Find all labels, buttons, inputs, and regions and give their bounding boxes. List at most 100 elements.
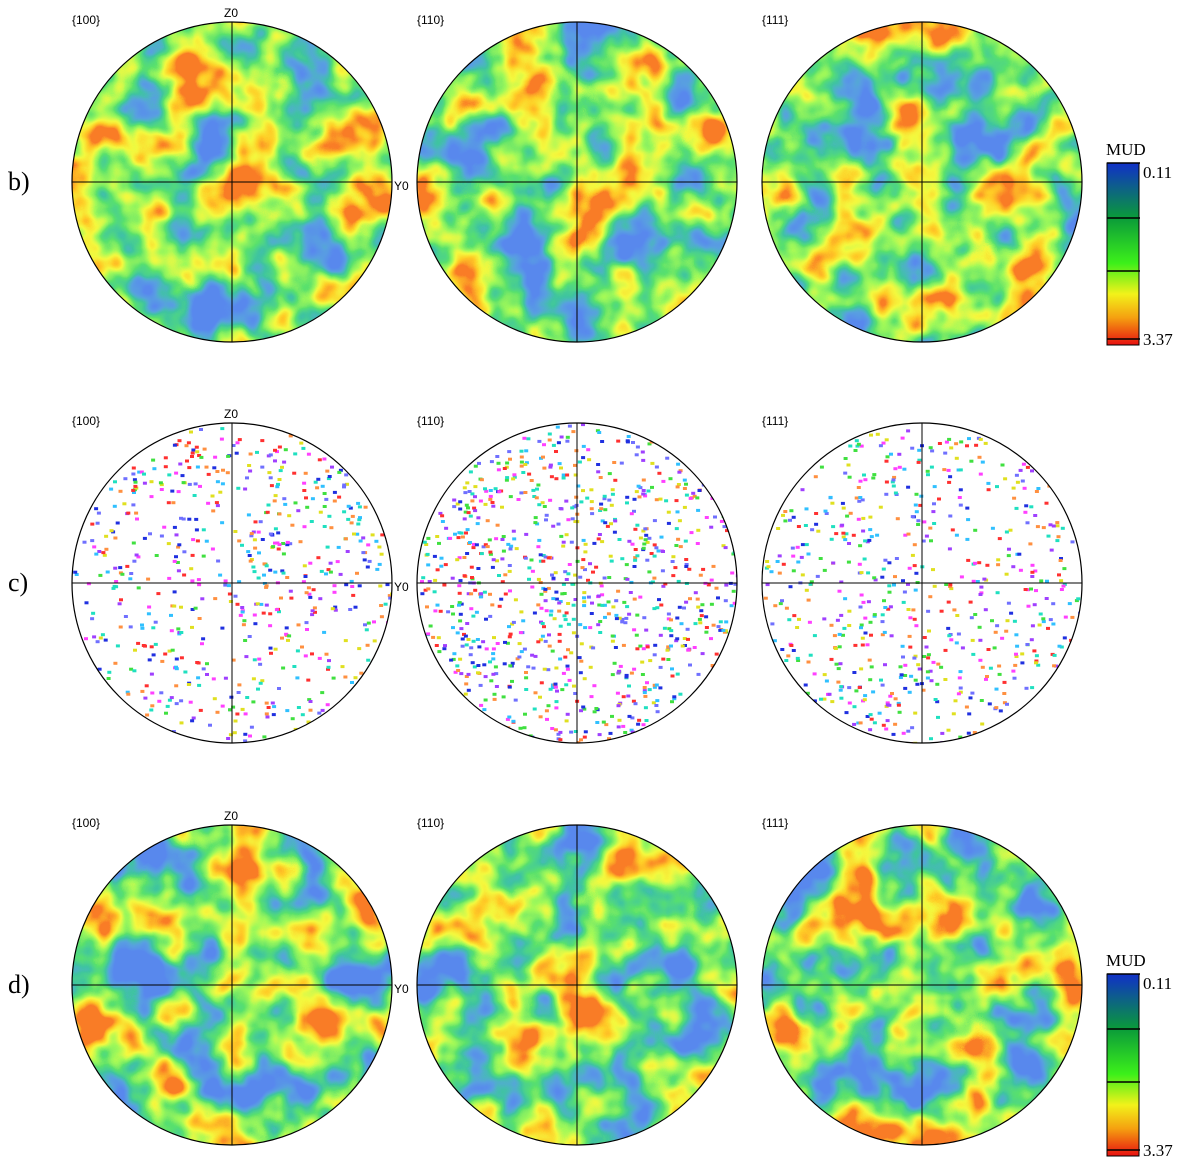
orientation-point: [611, 605, 616, 609]
orientation-point: [536, 640, 541, 644]
orientation-point: [652, 653, 657, 657]
orientation-point: [208, 723, 212, 727]
orientation-point: [651, 701, 656, 705]
orientation-point: [1007, 547, 1011, 551]
orientation-point: [902, 590, 907, 594]
orientation-point: [366, 621, 371, 625]
orientation-point: [997, 664, 1002, 668]
orientation-point: [948, 514, 953, 518]
orientation-point: [1023, 510, 1028, 514]
orientation-point: [837, 632, 842, 636]
orientation-point: [858, 605, 863, 609]
orientation-point: [872, 614, 877, 618]
orientation-point: [176, 545, 181, 549]
orientation-point: [521, 471, 526, 474]
orientation-point: [872, 576, 877, 580]
orientation-point: [372, 620, 376, 624]
orientation-point: [240, 606, 245, 609]
orientation-point: [561, 473, 566, 477]
orientation-point: [511, 719, 516, 723]
orientation-point: [162, 525, 167, 529]
orientation-point: [561, 582, 566, 586]
orientation-point: [149, 645, 154, 649]
orientation-point: [859, 626, 863, 630]
orientation-point: [194, 517, 199, 521]
orientation-point: [543, 589, 548, 593]
orientation-point: [565, 435, 570, 439]
orientation-point: [787, 618, 792, 622]
orientation-point: [592, 710, 597, 714]
orientation-point: [94, 552, 99, 556]
orientation-point: [1051, 602, 1056, 606]
orientation-point: [268, 612, 273, 616]
orientation-point: [190, 719, 195, 723]
orientation-point: [453, 532, 457, 536]
orientation-point: [243, 487, 248, 491]
orientation-point: [714, 586, 719, 590]
colorbar-bottom: 3.37: [1143, 1141, 1173, 1159]
orientation-point: [356, 522, 361, 526]
orientation-point: [275, 485, 280, 489]
orientation-point: [575, 559, 580, 563]
orientation-point: [253, 520, 258, 524]
orientation-point: [437, 541, 441, 545]
orientation-point: [695, 542, 700, 545]
orientation-point: [541, 455, 545, 459]
orientation-point: [723, 546, 728, 550]
orientation-point: [342, 485, 346, 489]
orientation-point: [344, 583, 349, 587]
orientation-point: [367, 559, 372, 563]
orientation-point: [657, 598, 661, 602]
orientation-point: [692, 646, 697, 649]
orientation-point: [524, 449, 529, 453]
orientation-point: [1055, 521, 1060, 525]
orientation-point: [670, 560, 675, 563]
orientation-point: [935, 682, 940, 686]
orientation-point: [892, 583, 896, 587]
orientation-point: [223, 579, 228, 583]
orientation-point: [569, 540, 574, 544]
orientation-point: [660, 569, 665, 573]
orientation-point: [627, 539, 632, 543]
orientation-point: [246, 550, 251, 554]
orientation-point: [465, 622, 470, 625]
orientation-point: [128, 577, 133, 581]
orientation-point: [249, 558, 254, 561]
orientation-point: [977, 455, 982, 459]
orientation-point: [317, 458, 322, 462]
orientation-point: [432, 590, 437, 594]
orientation-point: [624, 563, 629, 567]
orientation-point: [244, 655, 249, 659]
orientation-point: [220, 704, 225, 708]
orientation-point: [937, 442, 942, 445]
orientation-point: [179, 516, 183, 520]
orientation-point: [897, 465, 902, 469]
orientation-point: [929, 539, 933, 543]
orientation-point: [115, 644, 120, 648]
orientation-point: [472, 665, 477, 669]
orientation-point: [766, 565, 771, 569]
orientation-point: [363, 623, 367, 627]
orientation-point: [283, 502, 288, 506]
orientation-point: [548, 498, 553, 502]
orientation-point: [856, 517, 861, 521]
orientation-point: [621, 695, 626, 699]
orientation-point: [233, 530, 238, 533]
orientation-point: [1074, 599, 1079, 603]
orientation-point: [126, 692, 131, 696]
orientation-point: [329, 526, 334, 530]
orientation-point: [777, 571, 782, 575]
orientation-point: [465, 528, 470, 532]
orientation-point: [181, 517, 186, 521]
orientation-point: [473, 588, 478, 592]
orientation-point: [1011, 565, 1016, 569]
orientation-point: [544, 513, 549, 517]
orientation-point: [903, 686, 908, 690]
orientation-point: [600, 603, 605, 607]
orientation-point: [995, 624, 1000, 628]
orientation-point: [559, 507, 564, 511]
orientation-point: [262, 573, 266, 577]
orientation-point: [890, 480, 895, 484]
orientation-point: [901, 731, 906, 735]
orientation-point: [92, 545, 97, 549]
